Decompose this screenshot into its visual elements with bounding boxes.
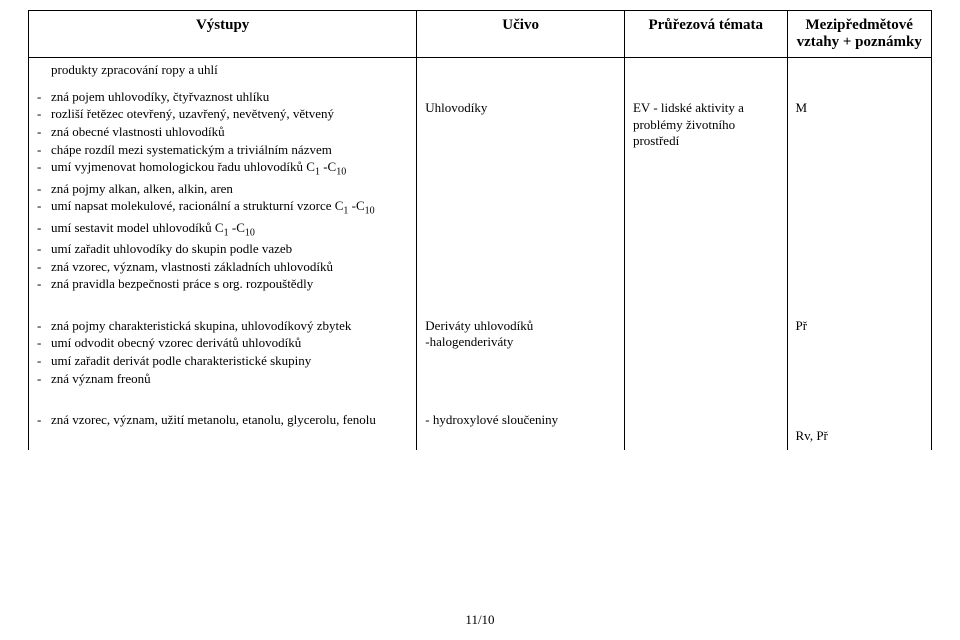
- list-item: zná význam freonů: [51, 371, 408, 388]
- list-item: umí sestavit model uhlovodíků C1 -C10: [51, 220, 408, 240]
- list-item: zná pojmy alkan, alken, alkin, aren: [51, 181, 408, 198]
- table-row: produkty zpracování ropy a uhlí zná poje…: [29, 58, 932, 300]
- list-item: zná obecné vlastnosti uhlovodíků: [51, 124, 408, 141]
- cell-vztahy: M: [787, 58, 932, 300]
- ucivo-text: Uhlovodíky: [425, 100, 616, 116]
- list-item: umí odvodit obecný vzorec derivátů uhlov…: [51, 335, 408, 352]
- col-header-ucivo: Učivo: [417, 11, 625, 58]
- col-header-vztahy: Mezipředmětové vztahy + poznámky: [787, 11, 932, 58]
- list-item: zná vzorec, význam, užití metanolu, etan…: [51, 412, 408, 429]
- ucivo-text: -halogenderiváty: [425, 334, 616, 350]
- ucivo-text: Deriváty uhlovodíků: [425, 318, 616, 334]
- table-row: zná vzorec, význam, užití metanolu, etan…: [29, 394, 932, 450]
- document-page: Výstupy Učivo Průřezová témata Mezipředm…: [0, 0, 960, 640]
- list-item: chápe rozdíl mezi systematickým a triviá…: [51, 142, 408, 159]
- cell-vystupy: produkty zpracování ropy a uhlí zná poje…: [29, 58, 417, 300]
- list-item: umí vyjmenovat homologickou řadu uhlovod…: [51, 159, 408, 179]
- vztahy-text: Rv, Př: [796, 428, 924, 444]
- cell-vystupy: zná pojmy charakteristická skupina, uhlo…: [29, 300, 417, 395]
- list-item: zná vzorec, význam, vlastnosti základníc…: [51, 259, 408, 276]
- vztahy-text: Př: [796, 318, 924, 334]
- cell-ucivo: Uhlovodíky: [417, 58, 625, 300]
- list-item: rozliší řetězec otevřený, uzavřený, nevě…: [51, 106, 408, 123]
- outcome-list: zná vzorec, význam, užití metanolu, etan…: [37, 412, 408, 429]
- cell-ucivo: Deriváty uhlovodíků -halogenderiváty: [417, 300, 625, 395]
- cell-prurez: EV - lidské aktivity a problémy životníh…: [624, 58, 787, 300]
- list-item: umí zařadit uhlovodíky do skupin podle v…: [51, 241, 408, 258]
- outcome-list: zná pojmy charakteristická skupina, uhlo…: [37, 318, 408, 388]
- cell-prurez: [624, 300, 787, 395]
- outcome-list: zná pojem uhlovodíky, čtyřvaznost uhlíku…: [37, 89, 408, 293]
- list-item: zná pojmy charakteristická skupina, uhlo…: [51, 318, 408, 335]
- table-row: zná pojmy charakteristická skupina, uhlo…: [29, 300, 932, 395]
- ucivo-text: - hydroxylové sloučeniny: [425, 412, 616, 428]
- prurez-text: EV - lidské aktivity a problémy životníh…: [633, 100, 779, 150]
- cell-ucivo: - hydroxylové sloučeniny: [417, 394, 625, 450]
- table-header-row: Výstupy Učivo Průřezová témata Mezipředm…: [29, 11, 932, 58]
- page-number: 11/10: [0, 612, 960, 628]
- col-header-vystupy: Výstupy: [29, 11, 417, 58]
- list-item: umí zařadit derivát podle charakteristic…: [51, 353, 408, 370]
- list-item: umí napsat molekulové, racionální a stru…: [51, 198, 408, 218]
- col-header-prurezova: Průřezová témata: [624, 11, 787, 58]
- list-item: zná pojem uhlovodíky, čtyřvaznost uhlíku: [51, 89, 408, 106]
- curriculum-table: Výstupy Učivo Průřezová témata Mezipředm…: [28, 10, 932, 450]
- cell-vztahy: Rv, Př: [787, 394, 932, 450]
- list-item: zná pravidla bezpečnosti práce s org. ro…: [51, 276, 408, 293]
- cell-vystupy: zná vzorec, význam, užití metanolu, etan…: [29, 394, 417, 450]
- cell-vztahy: Př: [787, 300, 932, 395]
- pretext: produkty zpracování ropy a uhlí: [37, 62, 408, 79]
- vztahy-text: M: [796, 100, 924, 116]
- cell-prurez: [624, 394, 787, 450]
